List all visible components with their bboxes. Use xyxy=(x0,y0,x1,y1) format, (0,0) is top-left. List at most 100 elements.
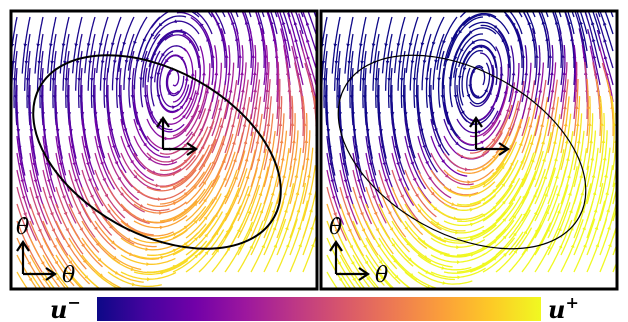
streamline xyxy=(480,52,494,103)
streamline-arrowhead xyxy=(576,139,581,144)
streamline xyxy=(198,153,227,205)
streamline-arrowhead xyxy=(382,292,386,296)
streamline xyxy=(198,117,223,171)
streamline-arrowhead xyxy=(160,255,165,260)
streamline-arrowhead xyxy=(513,249,518,254)
streamline-arrowhead xyxy=(565,5,569,9)
streamline-arrowhead xyxy=(437,77,441,82)
streamline-arrowhead xyxy=(234,175,238,180)
streamline-arrowhead xyxy=(265,88,269,93)
streamline-arrowhead xyxy=(512,214,516,219)
streamline-arrowhead xyxy=(201,163,206,168)
colorbar: u− u+ xyxy=(50,293,579,322)
streamline-arrowhead xyxy=(589,139,593,144)
streamline-arrowhead xyxy=(156,125,161,129)
streamline-arrowhead xyxy=(36,212,41,217)
streamline-arrowhead xyxy=(58,162,63,167)
streamline-arrowhead xyxy=(396,291,400,295)
streamline-arrowhead xyxy=(146,262,150,266)
streamline-arrowhead xyxy=(65,228,69,232)
streamline-arrowhead xyxy=(147,277,151,282)
streamline-arrowhead xyxy=(84,145,88,150)
streamline-arrowhead xyxy=(194,254,199,259)
streamline-arrowhead xyxy=(72,162,76,167)
streamline-arrowhead xyxy=(53,244,57,249)
streamline-arrowhead xyxy=(64,78,69,82)
streamline-arrowhead xyxy=(120,192,124,197)
streamline-arrowhead xyxy=(297,226,302,230)
streamline-arrowhead xyxy=(214,71,219,76)
streamline-arrowhead xyxy=(419,128,424,133)
streamline-arrowhead xyxy=(371,43,376,48)
right-ellipse xyxy=(337,54,587,250)
streamline xyxy=(508,152,535,205)
streamline xyxy=(133,186,186,200)
streamline-arrowhead xyxy=(48,195,53,200)
streamline-arrowhead xyxy=(155,183,160,188)
streamline-arrowhead xyxy=(441,159,445,164)
streamline-arrowhead xyxy=(346,212,351,217)
colorbar-max-label: u+ xyxy=(548,293,579,322)
streamline-arrowhead xyxy=(431,41,436,46)
streamline-arrowhead xyxy=(538,88,543,93)
streamline-arrowhead xyxy=(294,38,298,43)
streamline-arrowhead xyxy=(245,175,250,179)
streamline xyxy=(68,271,85,289)
streamline xyxy=(234,11,239,18)
streamline xyxy=(257,11,265,35)
streamline-arrowhead xyxy=(587,122,592,126)
streamline-arrowhead xyxy=(394,145,398,150)
streamline xyxy=(547,219,573,273)
streamline-arrowhead xyxy=(546,227,550,232)
streamline-arrowhead xyxy=(521,177,525,182)
streamline-arrowhead xyxy=(343,179,348,184)
streamline-arrowhead xyxy=(244,157,249,162)
streamline-arrowhead xyxy=(224,211,229,216)
streamline xyxy=(547,149,565,205)
streamline-arrowhead xyxy=(267,139,272,144)
streamline-arrowhead xyxy=(268,157,273,161)
streamline-arrowhead xyxy=(192,167,197,172)
streamline-arrowhead xyxy=(131,282,136,287)
streamline-arrowhead xyxy=(292,139,296,144)
streamline-arrowhead xyxy=(451,202,456,206)
streamline-arrowhead xyxy=(106,209,111,214)
streamline-arrowhead xyxy=(243,140,248,145)
streamline-arrowhead xyxy=(88,60,93,65)
streamline-arrowhead xyxy=(74,178,78,183)
streamline-arrowhead xyxy=(253,105,258,110)
streamline-arrowhead xyxy=(468,30,473,34)
streamline-arrowhead xyxy=(28,277,33,282)
streamline-arrowhead xyxy=(492,205,497,210)
streamline-arrowhead xyxy=(334,60,339,65)
streamline xyxy=(282,11,291,35)
streamline-arrowhead xyxy=(171,105,176,110)
streamline-arrowhead xyxy=(563,105,567,110)
streamline-arrowhead xyxy=(382,162,387,167)
streamline-arrowhead xyxy=(102,177,106,182)
streamline-arrowhead xyxy=(258,192,263,196)
streamline-arrowhead xyxy=(202,180,206,185)
streamline-arrowhead xyxy=(211,160,215,165)
streamline-arrowhead xyxy=(20,179,25,184)
streamline-arrowhead xyxy=(389,227,394,232)
streamline xyxy=(237,220,264,273)
streamline-arrowhead xyxy=(94,226,98,231)
right-axes-indicator xyxy=(329,240,370,281)
streamline-arrowhead xyxy=(492,171,496,176)
streamline-arrowhead xyxy=(466,93,471,98)
streamline-arrowhead xyxy=(360,212,364,216)
streamline-arrowhead xyxy=(469,208,474,212)
streamline-arrowhead xyxy=(235,37,239,42)
right-streamlines xyxy=(321,5,617,296)
streamline-arrowhead xyxy=(540,123,544,127)
streamline-arrowhead xyxy=(293,21,298,26)
streamline-arrowhead xyxy=(386,195,390,199)
streamline-arrowhead xyxy=(195,90,200,95)
streamline-arrowhead xyxy=(209,125,213,130)
streamline-arrowhead xyxy=(603,38,607,43)
streamline-arrowhead xyxy=(481,153,486,157)
streamline-arrowhead xyxy=(542,157,546,162)
streamline-arrowhead xyxy=(506,108,510,113)
